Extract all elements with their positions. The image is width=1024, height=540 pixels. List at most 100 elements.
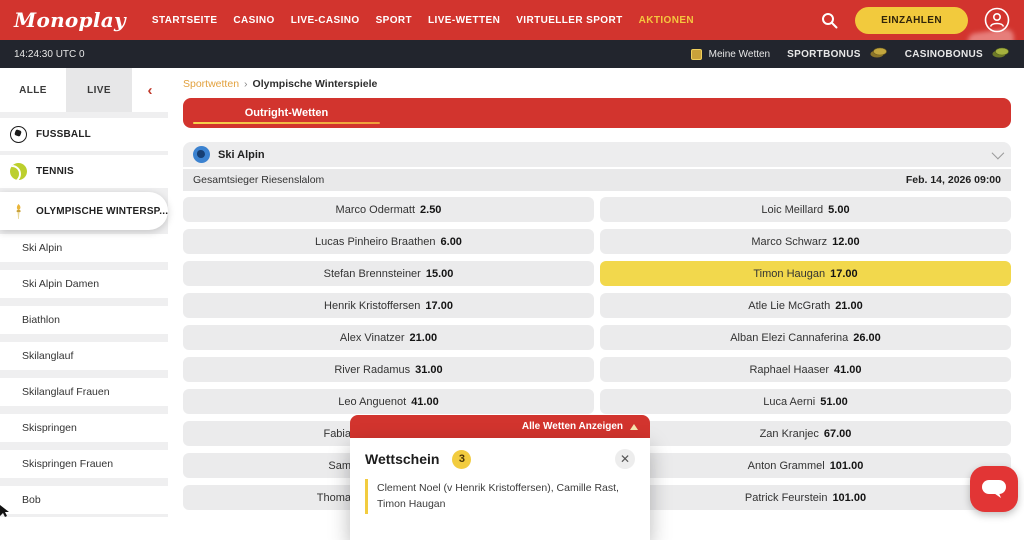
odd-button-luca-aerni[interactable]: Luca Aerni 51.00: [600, 389, 1011, 414]
odds-value: 2.50: [420, 203, 442, 216]
competitor-name: Marco Schwarz: [751, 235, 828, 248]
sidebar-subitem-skispringen-frauen[interactable]: Skispringen Frauen: [0, 450, 168, 478]
market-date: Feb. 14, 2026 09:00: [905, 174, 1001, 186]
odds-value: 51.00: [820, 395, 848, 408]
competitor-name: Patrick Feurstein: [744, 491, 828, 504]
main-nav: STARTSEITE CASINO LIVE-CASINO SPORT LIVE-WET…: [152, 15, 694, 26]
brand-logo[interactable]: Monoplay: [14, 8, 126, 32]
sidebar-subitem-skilanglauf[interactable]: Skilanglauf: [0, 342, 168, 370]
tab-alle[interactable]: ALLE: [0, 68, 66, 112]
my-bets-icon: [690, 48, 702, 60]
main-content: Sportwetten › Olympische Winterspiele Ou…: [183, 68, 1011, 517]
odd-button-marco-odermatt[interactable]: Marco Odermatt 2.50: [183, 197, 594, 222]
competitor-name: River Radamus: [334, 363, 411, 376]
deposit-button[interactable]: EINZAHLEN: [855, 6, 968, 34]
competitor-name: Loic Meillard: [761, 203, 824, 216]
sidebar-subitem-biathlon[interactable]: Biathlon: [0, 306, 168, 334]
odd-button-atle-lie-mcgrath[interactable]: Atle Lie McGrath 21.00: [600, 293, 1011, 318]
nav-casino[interactable]: CASINO: [233, 14, 275, 26]
chat-bubble-icon: [982, 480, 1006, 498]
live-chat-button[interactable]: [970, 466, 1018, 512]
competitor-name: Henrik Kristoffersen: [324, 299, 421, 312]
odds-value: 17.00: [425, 299, 453, 312]
competitor-name: Atle Lie McGrath: [748, 299, 831, 312]
nav-live-wetten[interactable]: LIVE-WETTEN: [428, 14, 501, 26]
casinobonus-coin-icon: [992, 47, 1010, 61]
nav-aktionen[interactable]: AKTIONEN: [638, 14, 695, 26]
odd-button-stefan-brennsteiner[interactable]: Stefan Brennsteiner 15.00: [183, 261, 594, 286]
tab-outright-wetten[interactable]: Outright-Wetten: [183, 98, 390, 128]
sidebar-item-label: TENNIS: [36, 166, 74, 177]
competitor-name: Alex Vinatzer: [339, 331, 405, 344]
sidebar-item-fussball[interactable]: FUSSBALL: [0, 118, 168, 151]
odds-value: 15.00: [425, 267, 454, 280]
market-header: Gesamtsieger Riesenslalom Feb. 14, 2026 …: [183, 169, 1011, 191]
odd-button-alban-elezi-cannaferina[interactable]: Alban Elezi Cannaferina 26.00: [600, 325, 1011, 350]
user-avatar-icon[interactable]: [984, 7, 1010, 33]
sidebar-item-olympische-wintersp[interactable]: OLYMPISCHE WINTERSP...: [0, 192, 168, 230]
sports-sidebar: ALLE LIVE ‹ FUSSBALL TENNIS OLYMPISCHE WIN…: [0, 68, 168, 517]
status-bar: 14:24:30 UTC 0 Meine Wetten SPORTBONUS C…: [0, 40, 1024, 68]
odds-value: 67.00: [823, 427, 852, 440]
breadcrumb-separator: ›: [244, 78, 248, 90]
competitor-name: Zan Kranjec: [759, 427, 819, 440]
ski-alpin-icon: [193, 146, 210, 163]
sidebar-item-label: FUSSBALL: [36, 129, 91, 140]
breadcrumb: Sportwetten › Olympische Winterspiele: [183, 78, 1011, 90]
sidebar-subitem-ski-alpin[interactable]: Ski Alpin: [0, 234, 168, 262]
odd-button-river-radamus[interactable]: River Radamus 31.00: [183, 357, 594, 382]
nav-sport[interactable]: SPORT: [375, 14, 413, 26]
odds-value: 12.00: [832, 235, 860, 248]
odd-button-henrik-kristoffersen[interactable]: Henrik Kristoffersen 17.00: [183, 293, 594, 318]
odd-button-loic-meillard[interactable]: Loic Meillard 5.00: [600, 197, 1011, 222]
competitor-name: Fabia: [323, 427, 351, 440]
sidebar-collapse-chevron[interactable]: ‹: [132, 68, 168, 112]
odds-value: 21.00: [835, 299, 863, 312]
odd-button-leo-anguenot[interactable]: Leo Anguenot 41.00: [183, 389, 594, 414]
sidebar-subitem-skispringen[interactable]: Skispringen: [0, 414, 168, 442]
competitor-name: Lucas Pinheiro Braathen: [315, 235, 436, 248]
sidebar-subitem-ski-alpin-damen[interactable]: Ski Alpin Damen: [0, 270, 168, 298]
odd-button-zan-kranjec[interactable]: Zan Kranjec 67.00: [600, 421, 1011, 446]
competitor-name: Sam: [328, 459, 351, 472]
section-title: Ski Alpin: [218, 148, 265, 161]
odds-value: 21.00: [409, 331, 438, 344]
odds-value: 5.00: [828, 203, 850, 216]
section-ski-alpin[interactable]: Ski Alpin: [183, 142, 1011, 167]
betslip-title: Wettschein: [365, 451, 440, 467]
odd-button-lucas-pinheiro-braathen[interactable]: Lucas Pinheiro Braathen 6.00: [183, 229, 594, 254]
odds-value: 101.00: [829, 459, 864, 472]
odds-value: 41.00: [411, 395, 439, 408]
chevron-down-icon[interactable]: [991, 146, 1005, 160]
sidebar-subitem-skilanglauf-frauen[interactable]: Skilanglauf Frauen: [0, 378, 168, 406]
show-all-bets-button[interactable]: Alle Wetten Anzeigen: [350, 415, 650, 438]
odd-button-anton-grammel[interactable]: Anton Grammel 101.00: [600, 453, 1011, 478]
odd-button-marco-schwarz[interactable]: Marco Schwarz 12.00: [600, 229, 1011, 254]
nav-virtueller-sport[interactable]: VIRTUELLER SPORT: [516, 14, 623, 26]
competitor-name: Thoma: [316, 491, 351, 504]
breadcrumb-sportwetten[interactable]: Sportwetten: [183, 78, 240, 90]
clock-utc: 14:24:30 UTC 0: [14, 48, 85, 60]
sidebar-item-tennis[interactable]: TENNIS: [0, 155, 168, 188]
odd-button-patrick-feurstein[interactable]: Patrick Feurstein 101.00: [600, 485, 1011, 510]
my-bets-link[interactable]: Meine Wetten: [708, 48, 771, 60]
competitor-name: Alban Elezi Cannaferina: [730, 331, 849, 344]
search-icon[interactable]: [819, 10, 839, 30]
sidebar-subitem-bob[interactable]: Bob: [0, 486, 168, 514]
competitor-name: Luca Aerni: [763, 395, 816, 408]
odd-button-alex-vinatzer[interactable]: Alex Vinatzer 21.00: [183, 325, 594, 350]
active-tab-underline: [193, 122, 380, 124]
close-icon[interactable]: ✕: [615, 449, 635, 469]
casinobonus-link[interactable]: CASINOBONUS: [904, 48, 983, 60]
competitor-name: Anton Grammel: [747, 459, 825, 472]
market-name: Gesamtsieger Riesenslalom: [193, 174, 325, 186]
odds-value: 6.00: [440, 235, 462, 248]
soccer-ball-icon: [10, 126, 27, 143]
nav-live-casino[interactable]: LIVE-CASINO: [290, 14, 360, 26]
odd-button-raphael-haaser[interactable]: Raphael Haaser 41.00: [600, 357, 1011, 382]
sidebar-item-label: OLYMPISCHE WINTERSP...: [36, 205, 168, 217]
sportbonus-link[interactable]: SPORTBONUS: [787, 48, 861, 60]
tab-live[interactable]: LIVE: [66, 68, 132, 112]
odd-button-timon-haugan[interactable]: Timon Haugan 17.00: [600, 261, 1011, 286]
nav-startseite[interactable]: STARTSEITE: [151, 14, 218, 26]
